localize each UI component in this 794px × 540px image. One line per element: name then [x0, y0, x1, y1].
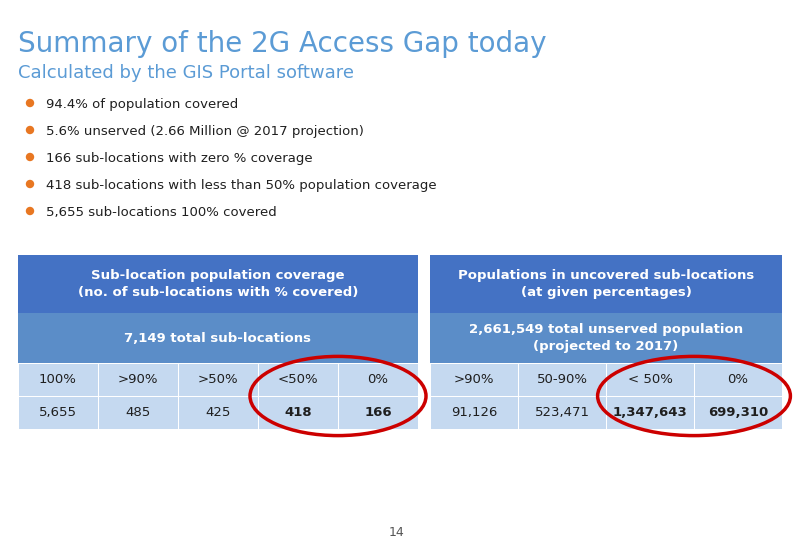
Text: 0%: 0% — [368, 373, 388, 386]
Text: >90%: >90% — [453, 373, 494, 386]
FancyBboxPatch shape — [430, 363, 518, 395]
Text: < 50%: < 50% — [627, 373, 673, 386]
Text: 699,310: 699,310 — [708, 406, 768, 419]
FancyBboxPatch shape — [18, 363, 98, 395]
Text: 94.4% of population covered: 94.4% of population covered — [46, 98, 238, 111]
FancyBboxPatch shape — [98, 363, 178, 395]
Text: 523,471: 523,471 — [534, 406, 589, 419]
Text: 418: 418 — [284, 406, 312, 419]
Text: 50-90%: 50-90% — [537, 373, 588, 386]
Circle shape — [26, 207, 33, 214]
Text: Populations in uncovered sub-locations
(at given percentages): Populations in uncovered sub-locations (… — [458, 269, 754, 299]
Text: 7,149 total sub-locations: 7,149 total sub-locations — [125, 332, 311, 345]
Circle shape — [26, 153, 33, 160]
Text: 425: 425 — [206, 406, 231, 419]
FancyBboxPatch shape — [18, 396, 98, 429]
Text: 14: 14 — [389, 525, 405, 538]
Text: 418 sub-locations with less than 50% population coverage: 418 sub-locations with less than 50% pop… — [46, 179, 437, 192]
FancyBboxPatch shape — [338, 396, 418, 429]
FancyBboxPatch shape — [430, 396, 518, 429]
FancyBboxPatch shape — [518, 363, 606, 395]
FancyBboxPatch shape — [259, 396, 337, 429]
FancyBboxPatch shape — [259, 363, 337, 395]
Text: 1,347,643: 1,347,643 — [613, 406, 688, 419]
Text: 5.6% unserved (2.66 Million @ 2017 projection): 5.6% unserved (2.66 Million @ 2017 proje… — [46, 125, 364, 138]
Text: 5,655: 5,655 — [39, 406, 77, 419]
FancyBboxPatch shape — [607, 396, 693, 429]
Circle shape — [26, 180, 33, 187]
Text: 166 sub-locations with zero % coverage: 166 sub-locations with zero % coverage — [46, 152, 313, 165]
FancyBboxPatch shape — [179, 396, 257, 429]
FancyBboxPatch shape — [98, 396, 178, 429]
FancyBboxPatch shape — [430, 313, 782, 363]
Text: 91,126: 91,126 — [451, 406, 497, 419]
FancyBboxPatch shape — [18, 313, 418, 363]
FancyBboxPatch shape — [430, 255, 782, 313]
Text: 0%: 0% — [727, 373, 749, 386]
Text: 2,661,549 total unserved population
(projected to 2017): 2,661,549 total unserved population (pro… — [469, 323, 743, 353]
Text: 166: 166 — [364, 406, 391, 419]
FancyBboxPatch shape — [18, 255, 418, 313]
Text: Summary of the 2G Access Gap today: Summary of the 2G Access Gap today — [18, 30, 546, 58]
FancyBboxPatch shape — [338, 363, 418, 395]
Text: 100%: 100% — [39, 373, 77, 386]
FancyBboxPatch shape — [695, 363, 781, 395]
Circle shape — [26, 99, 33, 106]
Text: Calculated by the GIS Portal software: Calculated by the GIS Portal software — [18, 64, 354, 82]
Text: <50%: <50% — [278, 373, 318, 386]
Text: Sub-location population coverage
(no. of sub-locations with % covered): Sub-location population coverage (no. of… — [78, 269, 358, 299]
Text: 485: 485 — [125, 406, 151, 419]
Text: >50%: >50% — [198, 373, 238, 386]
Circle shape — [26, 126, 33, 133]
FancyBboxPatch shape — [695, 396, 781, 429]
Text: >90%: >90% — [118, 373, 158, 386]
FancyBboxPatch shape — [179, 363, 257, 395]
Text: 5,655 sub-locations 100% covered: 5,655 sub-locations 100% covered — [46, 206, 277, 219]
FancyBboxPatch shape — [607, 363, 693, 395]
FancyBboxPatch shape — [518, 396, 606, 429]
